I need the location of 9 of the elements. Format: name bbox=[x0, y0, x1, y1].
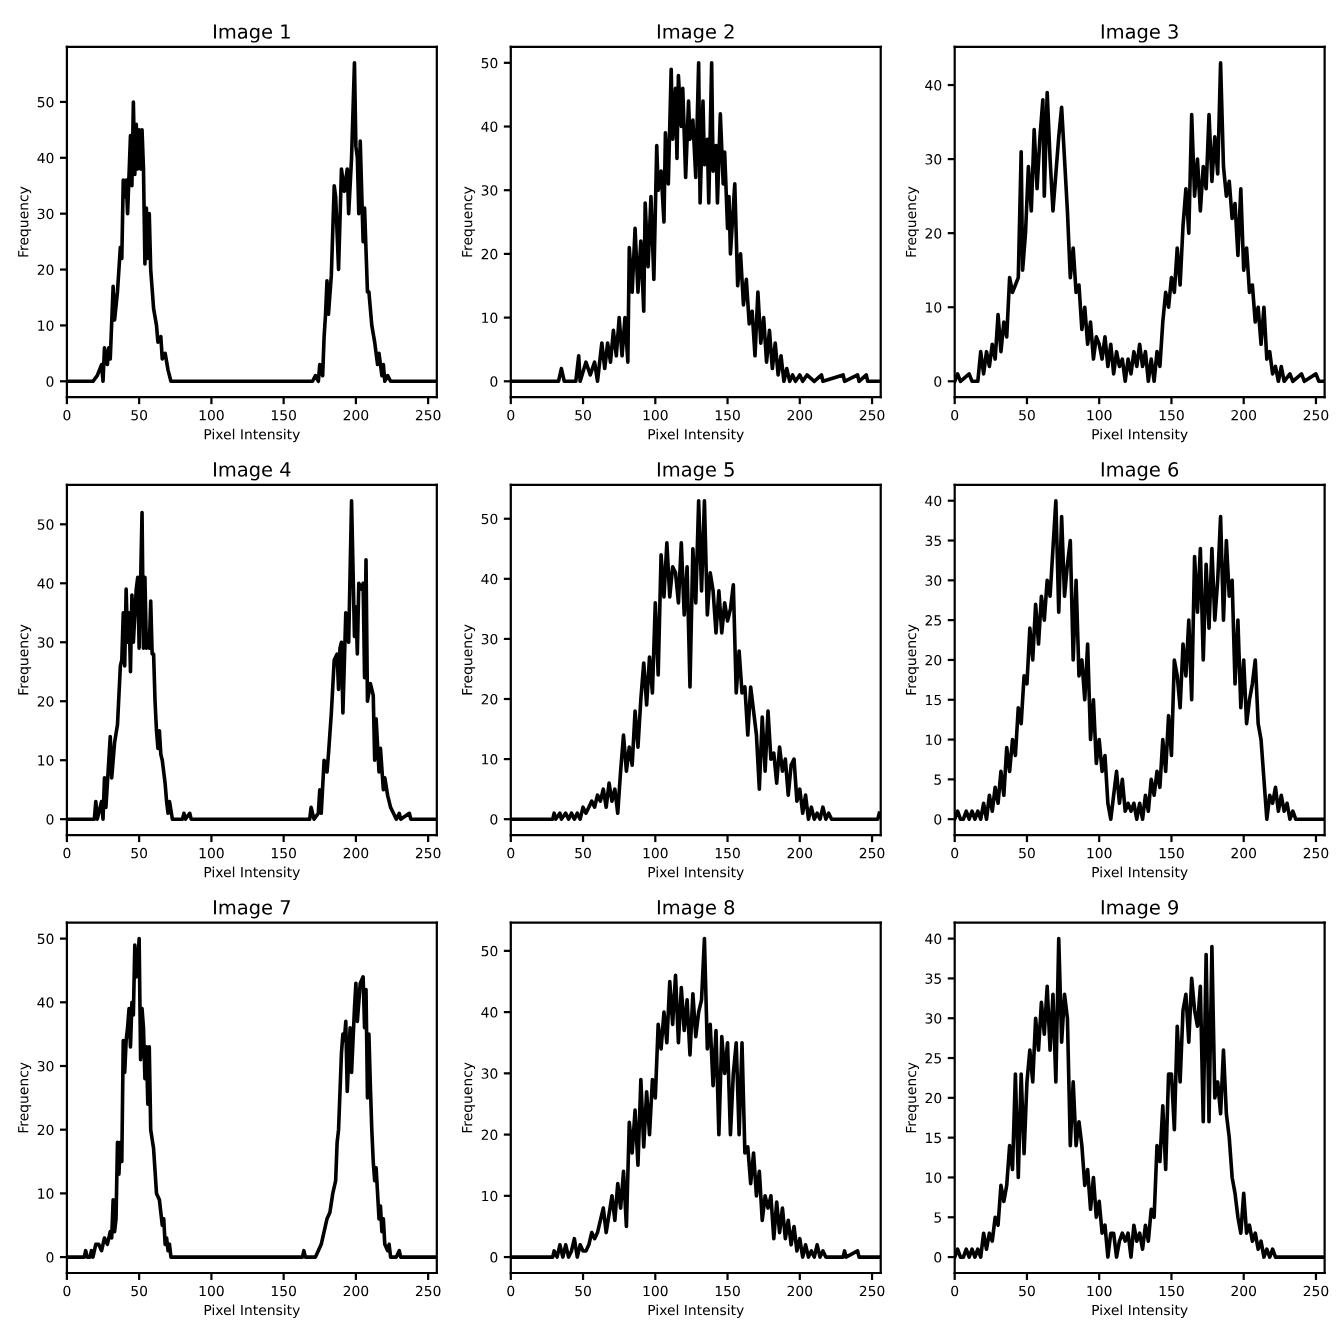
chart-title: Image 2 bbox=[657, 24, 734, 43]
chart-title: Image 6 bbox=[1101, 462, 1179, 481]
chart-title: Image 3 bbox=[1101, 24, 1178, 43]
chart-title: Image 1 bbox=[214, 24, 290, 43]
chart-title: Image 9 bbox=[1101, 899, 1179, 919]
chart-title: Image 5 bbox=[657, 462, 734, 481]
chart-title: Image 4 bbox=[214, 462, 291, 481]
chart-title: Image 7 bbox=[214, 900, 290, 919]
chart-title: Image 8 bbox=[657, 899, 735, 919]
